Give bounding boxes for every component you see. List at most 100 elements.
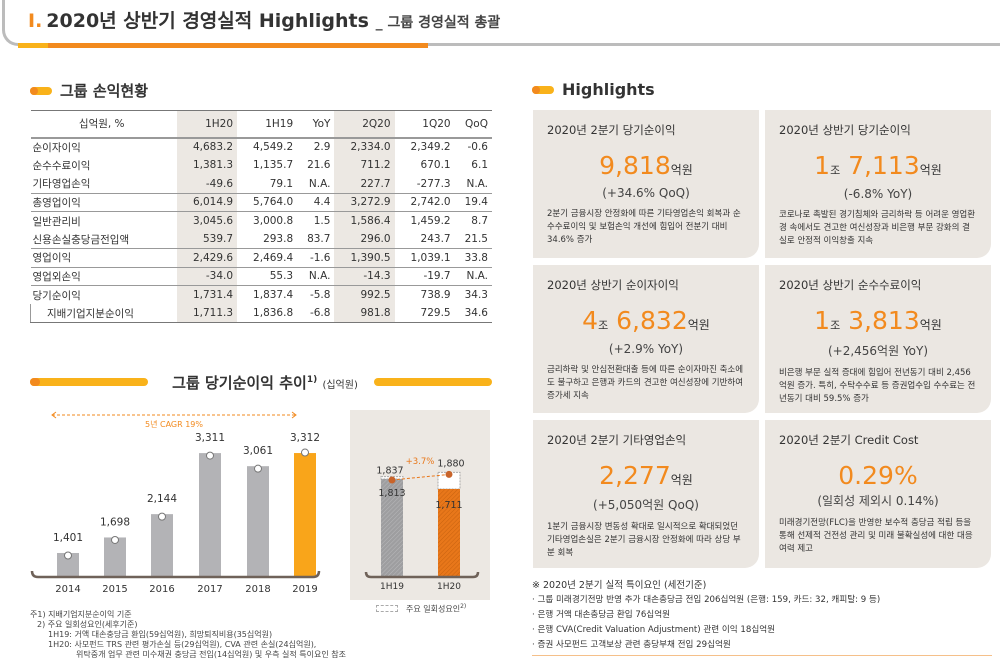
trend-title-text: 그룹 당기순이익 추이 [172, 374, 307, 392]
trend-title: 그룹 당기순이익 추이1) (십억원) [160, 372, 370, 393]
footnote: 2) 주요 일회성요인(세후기준) [37, 620, 138, 629]
cell-value: 729.5 [394, 304, 455, 323]
bar-2014 [57, 552, 79, 577]
card-description: 비은행 부문 실적 증대에 힘입어 전년동기 대비 2,456억원 증가. 특히… [779, 368, 976, 404]
growth-point [388, 476, 396, 484]
point-marker [301, 448, 309, 457]
cell-value: -0.6 [467, 141, 489, 154]
cell-value: 4.4 [297, 192, 335, 212]
cell-value: 243.7 [420, 233, 451, 245]
footnote: 1H20: 사모펀드 TRS 관련 평가손실 등(29십억원), CVA 관련 … [48, 640, 317, 649]
special-factor-item: · 그룹 미래경기전망 반영 추가 대손충당금 전입 206십억원 (은행: 1… [532, 595, 881, 605]
unit-trillion: 조 [830, 319, 841, 332]
table-row: 총영업이익 6,014.9 5,764.0 4.4 3,272.9 2,742.0 19.4 [30, 192, 492, 212]
cell-value: 2,469.4 [237, 248, 298, 267]
cell-value: 1,837.4 [237, 285, 298, 304]
value-label: 1,711 [435, 500, 462, 511]
cell-value: 55.3 [237, 266, 298, 286]
column-header: 1Q20 [394, 110, 455, 139]
section-number: I. [28, 10, 43, 32]
card-title: 2020년 상반기 순이자이익 [547, 278, 679, 292]
cell-value: 8.7 [454, 211, 492, 230]
cagr-arrow-heads [51, 411, 297, 419]
row-label: 기타영업손익 [32, 178, 91, 190]
header-frame [2, 0, 1000, 46]
cell-value: 1,711.3 [176, 304, 238, 323]
x-tick-label: 2017 [197, 584, 222, 595]
value-label: 3,061 [243, 445, 273, 457]
cell-value: -49.6 [176, 174, 238, 193]
cell-value: 3,045.6 [176, 211, 238, 230]
x-tick-label: 1H19 [380, 582, 404, 592]
cell-value: 19.4 [454, 192, 492, 212]
row-label: 순수수료이익 [32, 159, 91, 172]
cell-value: 992.5 [334, 285, 395, 304]
trend-header: 그룹 당기순이익 추이1) (십억원) [30, 372, 492, 392]
highlight-card: 2020년 2분기 기타영업손익 2,277억원 (+5,050억원 QoQ) … [533, 420, 759, 568]
value-unit: 억원 [919, 318, 942, 332]
cell-value: 2.9 [313, 141, 331, 154]
special-factor-item: · 은행 CVA(Credit Valuation Adjustment) 관련… [532, 625, 776, 635]
cell-value: 83.7 [307, 233, 331, 245]
value-main: 3,813 [848, 306, 920, 335]
cell-value: 227.7 [334, 174, 395, 193]
bar-1H20 [438, 488, 460, 577]
value-trillion: 1 [814, 151, 831, 180]
special-factors-title: ※ 2020년 2분기 실적 특이요인 (세전기준) [532, 580, 707, 591]
value-unit: 억원 [919, 163, 942, 177]
cell-value: 2,334.0 [334, 137, 395, 156]
cell-value: 1,135.7 [253, 159, 294, 172]
point-marker [254, 464, 262, 473]
cell-value: N.A. [466, 177, 488, 190]
cell-value: N.A. [297, 266, 335, 286]
card-value: 9,818억원 [547, 152, 745, 184]
point-marker [206, 451, 214, 460]
footnote: 1H19: 거액 대손충당금 환입(59십억원), 희망퇴직비용(35십억원) [48, 630, 273, 639]
cell-value: -6.8 [297, 304, 335, 323]
card-value: 0.29% [779, 462, 977, 490]
cell-value: 6,014.9 [176, 192, 238, 212]
trend-unit: (십억원) [322, 380, 358, 391]
cell-value: 670.1 [420, 159, 451, 172]
card-value: 2,277억원 [547, 462, 745, 494]
footnotes: 주1) 지배기업지분순이익 기준 2) 주요 일회성요인(세후기준) 1H19:… [30, 610, 346, 660]
cell-value: 711.2 [334, 156, 395, 175]
table-row: 일반관리비 3,045.6 3,000.8 1.5 1,586.4 1,459.2 8.7 [30, 211, 492, 230]
growth-line [391, 473, 450, 481]
row-label: 영업이익 [30, 248, 177, 267]
column-header: YoY [297, 110, 335, 139]
cell-value: 21.6 [307, 159, 331, 172]
row-label: 당기순이익 [30, 285, 177, 304]
table-row: 지배기업지분순이익 1,711.3 1,836.8 -6.8 981.8 729.5 34.… [29, 304, 492, 323]
cell-value: 296.0 [334, 230, 395, 249]
point-marker [158, 512, 166, 521]
footnote: 위탁중개 업무 관련 미수채권 충당금 전입(14십억원) 및 우측 실적 특이… [76, 650, 347, 659]
bar-2015 [104, 537, 126, 577]
card-description: 미래경기전망(FLC)을 반영한 보수적 충당금 적립 등을 통해 선제적 건전… [779, 518, 973, 554]
cell-value: 2,349.2 [410, 141, 451, 154]
pill-icon [30, 86, 52, 95]
annual-net-income-chart: 5년 CAGR 19% 1,401 2014 1,698 2015 2,144 2016 3,… [30, 411, 321, 595]
highlight-card: 2020년 상반기 순이자이익 4조 6,832억원 (+2.9% YoY) 금… [533, 265, 759, 413]
table-row: 순수수료이익 1,381.3 1,135.7 21.6 711.2 670.1 6.1 [31, 156, 493, 175]
highlight-card: 2020년 상반기 당기순이익 1조 7,113억원 (-6.8% YoY) 코… [765, 110, 991, 258]
cell-value: 1,836.8 [237, 304, 298, 323]
table-row: 영업외손익 -34.0 55.3 N.A. -14.3 -19.7 N.A. [30, 266, 492, 286]
cell-value: 1,381.3 [176, 156, 238, 175]
value-trillion: 4 [582, 306, 599, 335]
total-label: 1,837 [376, 466, 403, 477]
card-description: 금리하락 및 안심전환대출 등에 따른 순이자마진 축소에도 불구하고 은행과 … [547, 365, 744, 401]
decor-bar-right [374, 378, 492, 386]
table-row: 영업이익 2,429.6 2,469.4 -1.6 1,390.5 1,039.1 33.8 [30, 248, 492, 267]
cell-value: 3,000.8 [237, 211, 298, 230]
unit-trillion: 조 [830, 164, 841, 177]
point-marker [111, 535, 119, 544]
value-unit: 억원 [687, 318, 710, 332]
cell-value: 1.5 [297, 211, 335, 230]
half-year-net-income-chart: 1,837 1,813 1H19 1,880 1,711 1H20 +3.7% [350, 410, 490, 600]
cell-value: 21.5 [464, 233, 488, 245]
bar-2019 [294, 453, 316, 577]
x-tick-label: 2014 [55, 584, 80, 595]
card-description: 코로나로 촉발된 경기침체와 금리하락 등 어려운 영업환경 속에서도 견고한 … [779, 210, 976, 246]
cell-value: -1.6 [297, 248, 335, 267]
